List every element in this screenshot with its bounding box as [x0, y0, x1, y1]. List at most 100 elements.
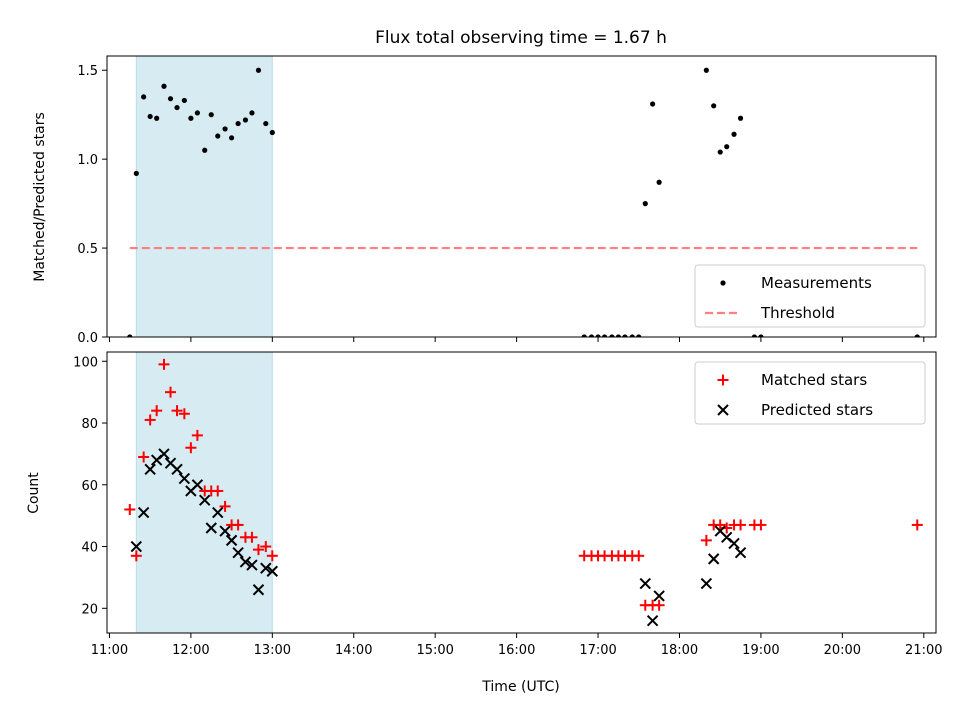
predicted-star-point	[225, 534, 238, 547]
axes-frame	[106, 55, 937, 338]
y-tick-label: 0.5	[77, 242, 98, 257]
matched-star-point	[212, 485, 224, 497]
bottom-panel: 11:00 12:00 13:00 14:00 15:00 16:00 17:00 18:00…	[73, 351, 943, 658]
top-panel: 0.0 0.5 1.0 1.5 Measurements Threshold	[77, 55, 937, 346]
legend-label: Predicted stars	[761, 401, 873, 419]
predicted-star-point	[171, 463, 183, 476]
measurement-point	[636, 334, 642, 337]
matched-star-point	[178, 408, 190, 420]
predicted-star-point	[191, 479, 204, 491]
legend-label: Measurements	[761, 274, 872, 292]
legend-entry: Threshold	[705, 304, 835, 322]
matched-star-point	[171, 405, 183, 417]
matched-star-point	[714, 519, 726, 531]
measurement-point	[737, 115, 744, 121]
predicted-star-point	[700, 577, 713, 590]
matched-star-point	[755, 519, 767, 531]
predicted-star-point	[246, 559, 258, 571]
measurement-point	[717, 149, 723, 155]
predicted-star-point	[734, 547, 747, 559]
predicted-star-point	[639, 577, 651, 590]
predicted-star-point	[260, 562, 272, 574]
matched-star-point	[700, 534, 712, 546]
measurement-point	[724, 144, 730, 150]
x-tick-label: 13:00	[254, 643, 291, 658]
measurement-point	[731, 131, 737, 137]
predicted-star-point	[266, 565, 279, 577]
chart-title: Flux total observing time = 1.67 h	[375, 28, 667, 48]
measurement-point	[711, 103, 717, 109]
measurement-point	[154, 115, 160, 121]
x-tick-label: 11:00	[91, 643, 128, 658]
legend-entry: Matched stars	[717, 371, 867, 389]
y-tick-label: 80	[81, 417, 98, 432]
measurement-point	[609, 334, 615, 337]
legend-label: Matched stars	[761, 371, 867, 389]
predicted-star-point	[212, 506, 224, 519]
y-tick-label: 20	[81, 602, 98, 617]
measurement-point	[588, 334, 595, 337]
measurement-point	[249, 110, 255, 116]
measurement-point	[147, 113, 153, 120]
plot-area	[127, 56, 920, 337]
y-tick-label: 60	[81, 479, 98, 494]
axes-frame	[106, 351, 937, 634]
measurement-point	[703, 67, 709, 73]
matched-star-point	[138, 451, 150, 463]
measurement-point	[228, 135, 235, 141]
matched-star-point	[260, 541, 272, 553]
matched-star-point	[252, 544, 264, 556]
matched-star-point	[185, 442, 197, 454]
x-tick-label: 16:00	[498, 643, 535, 658]
matched-star-point	[266, 550, 278, 562]
legend: Measurements Threshold	[694, 264, 926, 328]
predicted-star-point	[137, 506, 150, 519]
y-tick-label: 100	[73, 355, 98, 370]
measurement-point	[622, 334, 628, 337]
measurement-point	[601, 334, 608, 337]
x-axis-label: Time (UTC)	[481, 679, 559, 695]
measurement-point	[758, 334, 764, 337]
plot-area	[124, 352, 923, 633]
top-y-axis-label: Matched/Predicted stars	[32, 112, 48, 282]
matched-star-point	[911, 519, 923, 531]
y-tick-label: 1.5	[77, 64, 98, 79]
measurement-point	[650, 101, 656, 107]
x-tick-label: 18:00	[661, 643, 698, 658]
predicted-star-point	[199, 494, 211, 506]
x-tick-label: 15:00	[416, 643, 453, 658]
matched-star-point	[232, 519, 244, 531]
observing-window-shade	[135, 56, 273, 337]
measurement-point	[242, 117, 249, 123]
matched-star-point	[151, 405, 163, 417]
matched-star-point	[653, 599, 665, 611]
matched-star-point	[633, 550, 645, 562]
measurement-point	[194, 110, 200, 116]
matched-star-point	[144, 414, 156, 426]
matched-star-point	[158, 358, 170, 370]
matched-star-point	[735, 519, 747, 531]
measurement-point	[133, 170, 139, 176]
measurement-point	[751, 334, 758, 337]
predicted-star-point	[232, 547, 244, 559]
predicted-star-point	[144, 463, 156, 476]
matched-star-point	[130, 550, 142, 562]
matched-star-point	[219, 500, 231, 512]
bottom-y-axis-label: Count	[26, 472, 42, 514]
y-tick-label: 0.0	[77, 331, 98, 346]
measurement-point	[581, 334, 587, 337]
x-tick-label: 12:00	[172, 643, 209, 658]
x-tick-label: 19:00	[742, 643, 779, 658]
measurement-point	[215, 133, 221, 139]
predicted-star-point	[728, 537, 740, 550]
measurement-point	[615, 334, 622, 337]
y-tick-label: 1.0	[77, 153, 98, 168]
predicted-star-point	[130, 540, 143, 553]
measurement-point	[595, 334, 601, 337]
predicted-star-point	[653, 590, 665, 602]
measurement-point	[208, 112, 214, 118]
x-tick-label: 14:00	[335, 643, 372, 658]
measurement-point	[255, 67, 262, 73]
matched-star-point	[191, 429, 203, 441]
matched-star-point	[124, 503, 136, 515]
